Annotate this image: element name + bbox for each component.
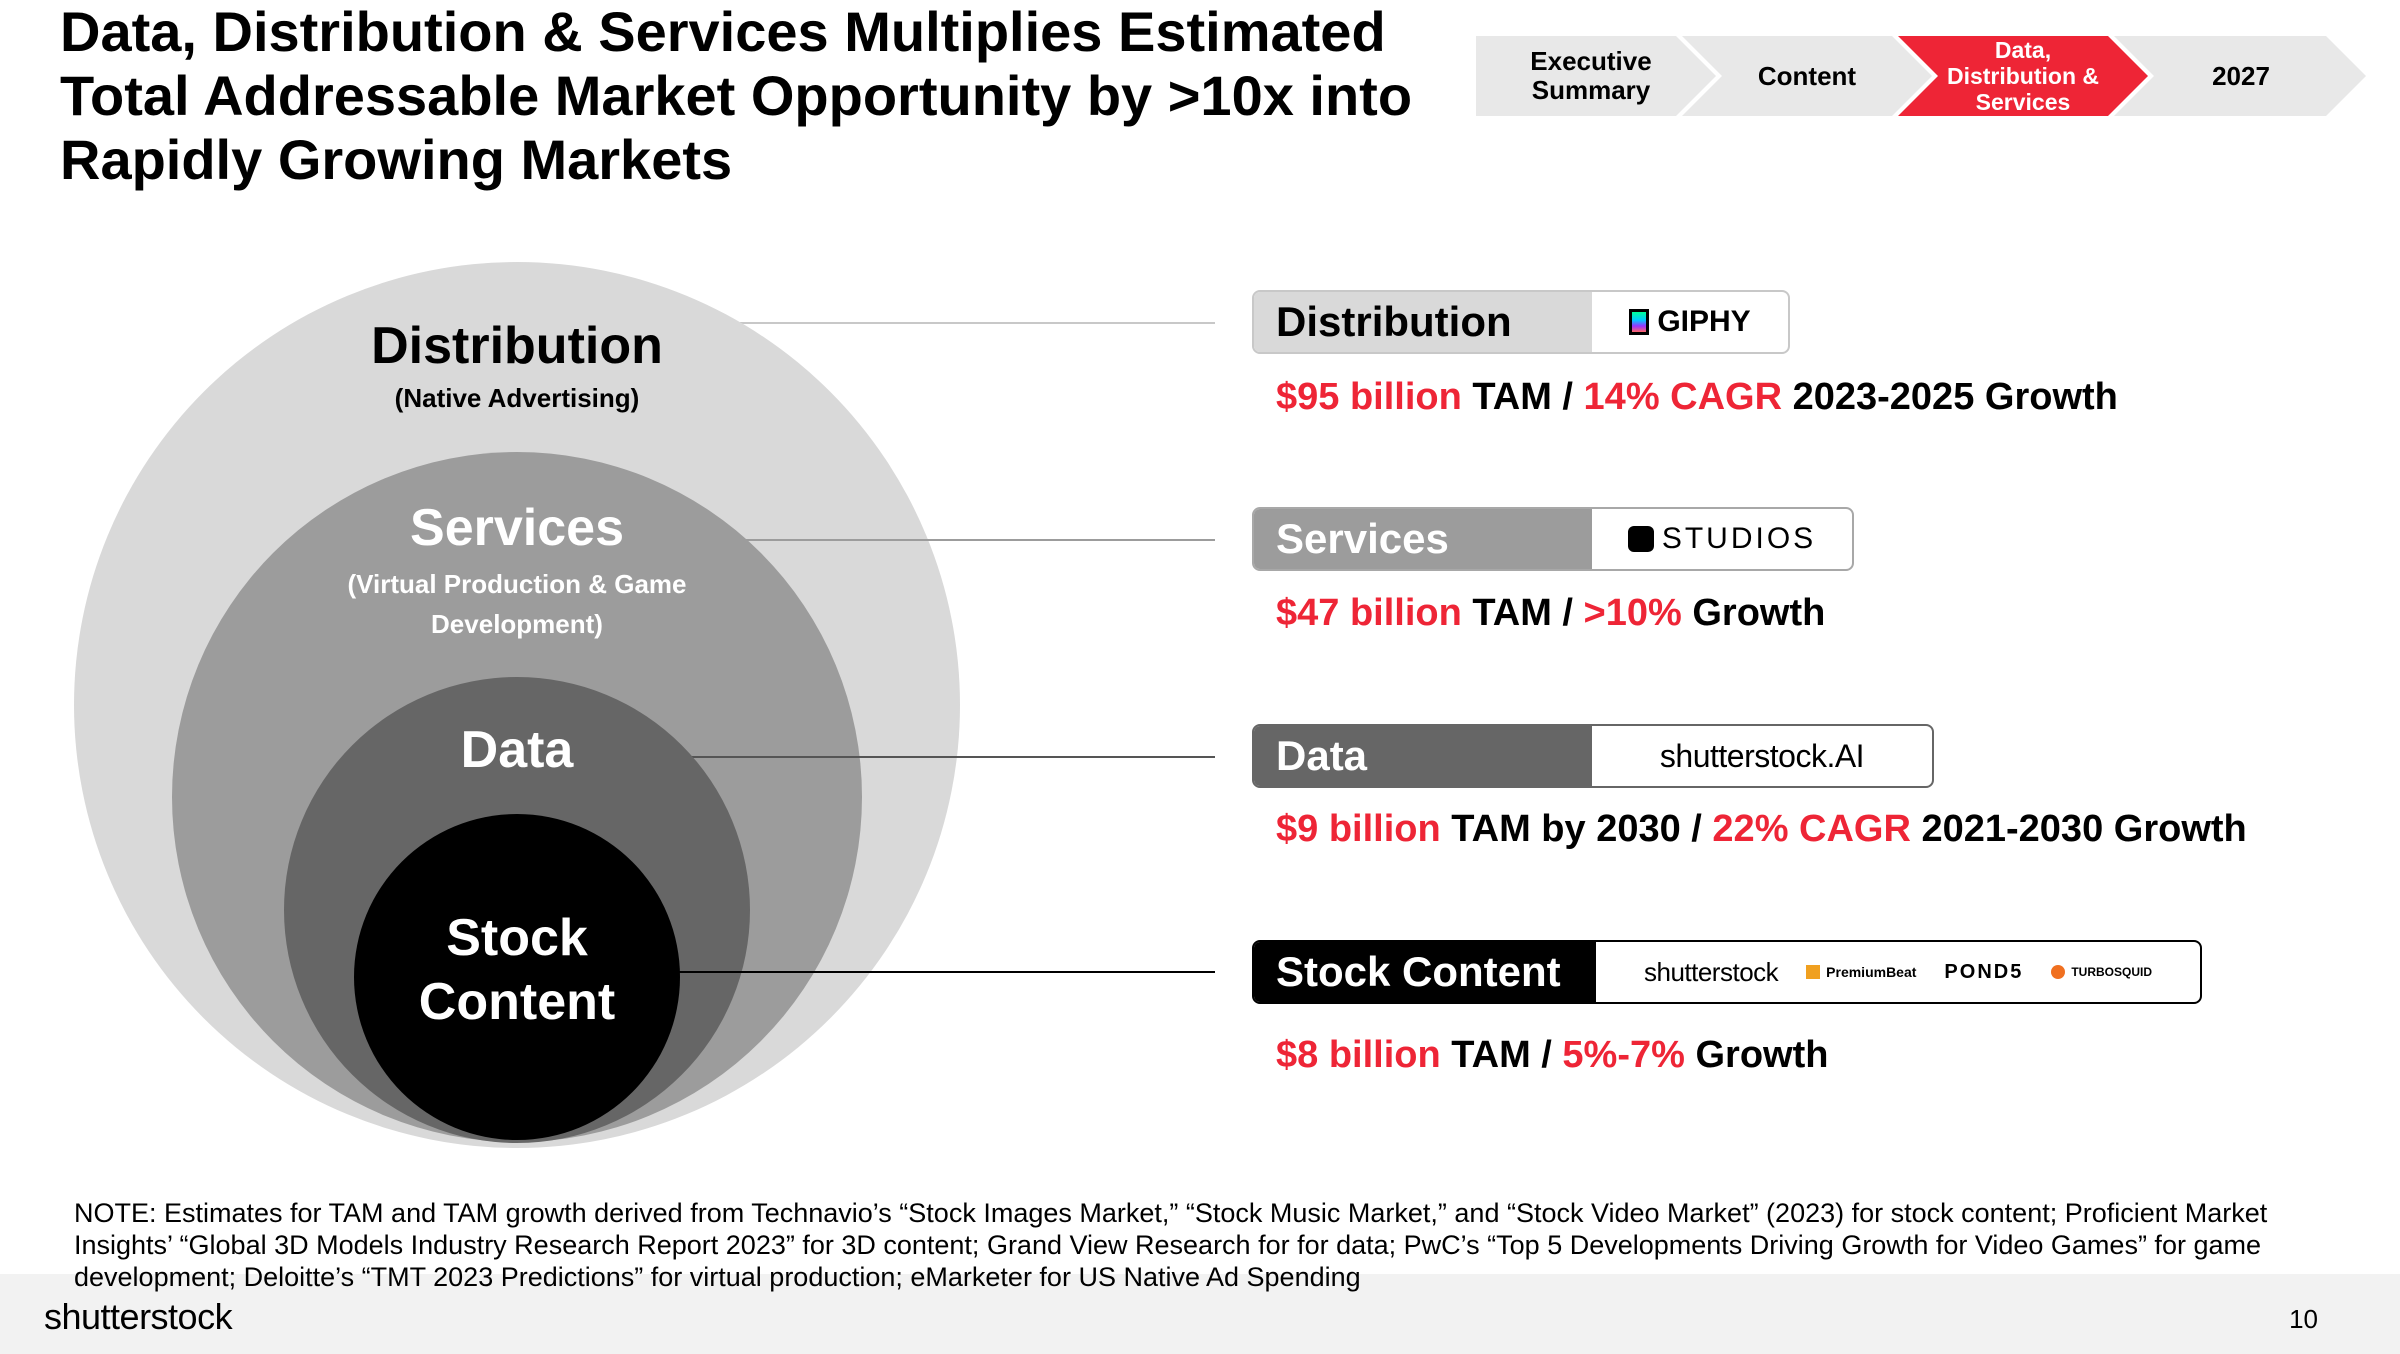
stat-value: $9 billion <box>1276 808 1441 850</box>
source-note: NOTE: Estimates for TAM and TAM growth d… <box>74 1198 2268 1292</box>
market-pill-distribution: Distribution GIPHY <box>1252 290 1790 354</box>
nav-step-data-shape[interactable] <box>1898 36 2148 116</box>
stat-text: 2023-2025 Growth <box>1782 376 2118 418</box>
ring-distribution-subtitle: (Native Advertising) <box>394 383 640 413</box>
market-logos-distribution: GIPHY <box>1592 292 1788 352</box>
market-pill-services: Services STUDIOS <box>1252 507 1854 571</box>
studios-logo: STUDIOS <box>1627 522 1817 556</box>
nav-step-2027[interactable]: 2027 <box>2212 60 2270 91</box>
stat-value: 14% CAGR <box>1583 376 1783 418</box>
page-title: Data, Distribution & Services Multiplies… <box>60 0 1413 191</box>
turbosquid-icon <box>2051 965 2066 979</box>
stat-text: TAM / <box>1461 592 1584 634</box>
turbosquid-logo-text: TURBOSQUID <box>2071 965 2152 979</box>
market-label-services: Services <box>1254 509 1592 569</box>
shutterstock-footer-logo: shutterstock <box>44 1296 233 1337</box>
ring-services-subtitle: (Virtual Production & Game Development) <box>347 569 687 639</box>
market-stat-services: $47 billion TAM / >10% Growth <box>1276 592 1825 635</box>
studios-logo-text: STUDIOS <box>1661 522 1817 555</box>
shutterstock-logo: shutterstock <box>1643 956 1779 987</box>
ring-distribution-title: Distribution <box>371 317 663 375</box>
premiumbeat-icon <box>1806 965 1821 979</box>
market-logos-stock-content: shutterstock PremiumBeat POND5 TURBOSQUI… <box>1596 942 2200 1002</box>
stat-text: Growth <box>1684 1034 1829 1076</box>
turbosquid-logo: TURBOSQUID <box>2051 965 2152 979</box>
market-label-distribution: Distribution <box>1254 292 1592 352</box>
nav-step-executive-summary-shape[interactable] <box>1476 36 1716 116</box>
stat-value: $95 billion <box>1276 376 1462 418</box>
market-stat-stock-content: $8 billion TAM / 5%-7% Growth <box>1276 1034 1828 1077</box>
giphy-logo: GIPHY <box>1629 305 1751 339</box>
market-label-stock-content: Stock Content <box>1254 942 1596 1002</box>
stat-text: 2021-2030 Growth <box>1910 808 2247 850</box>
nav-step-executive-summary[interactable]: Executive Summary <box>1530 46 1652 105</box>
market-pill-stock-content: Stock Content shutterstock PremiumBeat P… <box>1252 940 2202 1004</box>
studios-icon <box>1627 526 1654 552</box>
nav-step-data-distribution-services[interactable]: Data, Distribution & Services <box>1946 37 2100 115</box>
stat-text: Growth <box>1681 592 1826 634</box>
stat-text: TAM / <box>1461 376 1584 418</box>
chevron-shapes <box>1476 36 2366 116</box>
stat-value: 5%-7% <box>1562 1034 1685 1076</box>
market-stat-data: $9 billion TAM by 2030 / 22% CAGR 2021-2… <box>1276 808 2247 851</box>
stat-value: >10% <box>1583 592 1682 634</box>
stat-value: $8 billion <box>1276 1034 1441 1076</box>
premiumbeat-logo: PremiumBeat <box>1806 964 1916 980</box>
market-label-data: Data <box>1254 726 1592 786</box>
stat-text: TAM / <box>1440 1034 1563 1076</box>
section-progress-nav: Executive Summary Content Data, Distribu… <box>1476 36 2366 116</box>
stat-value: $47 billion <box>1276 592 1462 634</box>
ring-stock-content <box>354 814 680 1140</box>
ring-data-title: Data <box>460 721 574 779</box>
nav-step-2027-shape[interactable] <box>2114 36 2366 116</box>
stat-text: TAM by 2030 / <box>1440 808 1713 850</box>
market-stat-distribution: $95 billion TAM / 14% CAGR 2023-2025 Gro… <box>1276 376 2118 419</box>
ring-stock-content-title: Stock Content <box>418 909 616 1031</box>
shutterstock-ai-logo: shutterstock.AI <box>1659 737 1865 774</box>
market-pill-data: Data shutterstock.AI <box>1252 724 1934 788</box>
market-logos-services: STUDIOS <box>1592 509 1852 569</box>
page-number: 10 <box>2289 1304 2318 1334</box>
nav-step-content-shape[interactable] <box>1682 36 1932 116</box>
ring-services-title: Services <box>410 499 624 557</box>
nav-step-content[interactable]: Content <box>1757 60 1857 91</box>
giphy-icon <box>1629 309 1650 335</box>
market-logos-data: shutterstock.AI <box>1592 726 1932 786</box>
pond5-logo: POND5 <box>1944 960 2024 983</box>
footer-bar: shutterstock 10 <box>0 1274 2400 1354</box>
premiumbeat-logo-text: PremiumBeat <box>1826 964 1917 980</box>
stat-value: 22% CAGR <box>1712 808 1911 850</box>
giphy-logo-text: GIPHY <box>1657 305 1751 338</box>
